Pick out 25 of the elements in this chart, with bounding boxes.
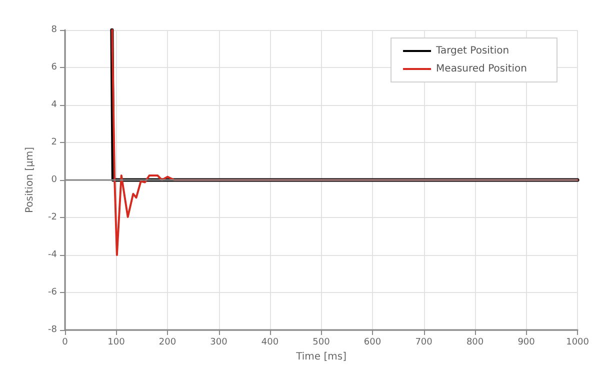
legend-label: Measured Position xyxy=(436,64,528,74)
y-tick-label: -2 xyxy=(48,212,57,222)
y-axis-title: Position [µm] xyxy=(24,146,36,214)
x-tick-label: 700 xyxy=(415,338,433,348)
x-tick-label: 200 xyxy=(158,338,176,348)
y-tick-label: 2 xyxy=(51,138,57,148)
y-tick-label: 4 xyxy=(51,100,58,110)
y-tick-label: -6 xyxy=(48,288,58,298)
y-tick-label: 6 xyxy=(51,62,58,72)
x-tick-label: 0 xyxy=(62,338,68,348)
x-tick-label: 500 xyxy=(312,338,330,348)
line-series xyxy=(111,29,579,256)
x-tick-label: 900 xyxy=(518,338,536,348)
x-tick-label: 800 xyxy=(466,338,484,348)
x-tick-label: 1000 xyxy=(566,338,590,348)
legend-label: Target Position xyxy=(435,46,510,56)
x-tick-label: 600 xyxy=(364,338,382,348)
x-axis-title: Time [ms] xyxy=(295,351,347,362)
y-tick-label: -8 xyxy=(48,325,58,335)
y-tick-label: 8 xyxy=(51,25,58,35)
x-tick-label: 400 xyxy=(261,338,279,348)
x-tick-label: 100 xyxy=(108,338,126,348)
y-tick-label: -4 xyxy=(48,250,58,260)
y-tick-label: 0 xyxy=(51,175,58,185)
x-tick-label: 300 xyxy=(210,338,228,348)
